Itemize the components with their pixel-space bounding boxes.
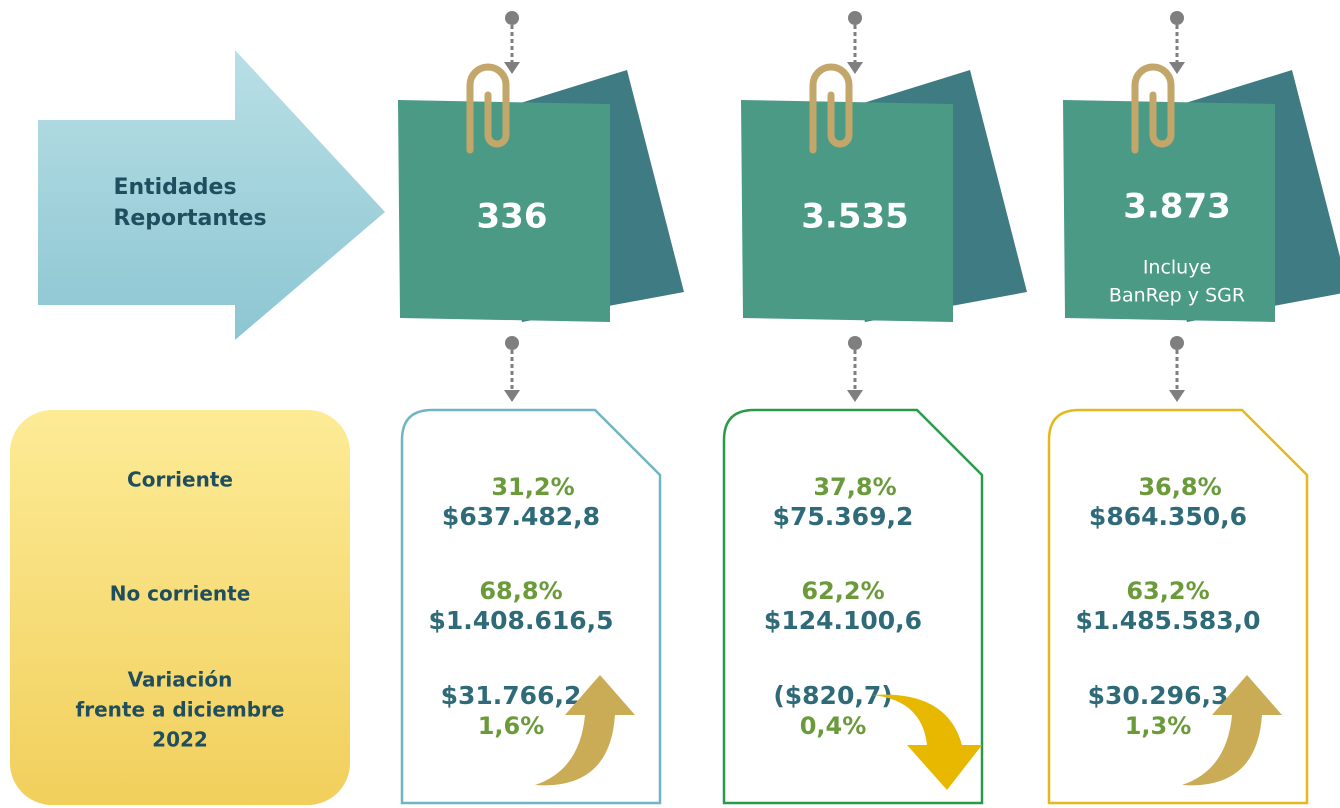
amount: $31.766,2 [441, 681, 582, 710]
connector-head [504, 390, 520, 402]
pct: 62,2% [801, 577, 884, 605]
connector-dot [1170, 336, 1184, 350]
big-arrow [38, 50, 385, 340]
paperclip [809, 63, 853, 154]
entity-count: 336 [477, 197, 548, 237]
amount: $124.100,6 [764, 606, 922, 635]
entities-label: Reportantes [113, 206, 266, 231]
connector-dot [848, 336, 862, 350]
trend-arrow [872, 694, 982, 790]
amount: $1.485.583,0 [1075, 606, 1260, 635]
pct: 0,4% [800, 712, 867, 740]
amount: $637.482,8 [442, 502, 600, 531]
connector-head [1169, 390, 1185, 402]
connector-head [504, 62, 520, 74]
pct: 31,2% [491, 473, 574, 501]
amount: $75.369,2 [773, 502, 914, 531]
row-label: frente a diciembre [76, 698, 285, 722]
entity-count: 3.535 [801, 197, 909, 237]
connector-dot [505, 336, 519, 350]
pct: 1,6% [478, 712, 545, 740]
note-front [741, 100, 953, 322]
row-label: Variación [128, 668, 233, 692]
row-label: No corriente [110, 582, 251, 606]
pct: 37,8% [813, 473, 896, 501]
connector-head [847, 390, 863, 402]
connector-dot [848, 11, 862, 25]
note-front [398, 100, 610, 322]
trend-arrow [1182, 675, 1282, 786]
pct: 63,2% [1126, 577, 1209, 605]
amount: $864.350,6 [1089, 502, 1247, 531]
label-box [10, 410, 350, 805]
row-label: Corriente [127, 468, 233, 492]
entities-label: Entidades [113, 175, 236, 200]
trend-arrow [535, 675, 635, 786]
connector-head [847, 62, 863, 74]
count-note: BanRep y SGR [1109, 285, 1245, 307]
entity-count: 3.873 [1123, 187, 1231, 227]
connector-head [1169, 62, 1185, 74]
amount: ($820,7) [773, 681, 892, 710]
paperclip [1131, 63, 1175, 154]
amount: $30.296,3 [1088, 681, 1229, 710]
pct: 36,8% [1138, 473, 1221, 501]
connector-dot [505, 11, 519, 25]
row-label: 2022 [152, 728, 208, 752]
paperclip [466, 63, 510, 154]
amount: $1.408.616,5 [428, 606, 613, 635]
count-note: Incluye [1143, 257, 1211, 279]
note-front [1063, 100, 1275, 322]
pct: 68,8% [479, 577, 562, 605]
connector-dot [1170, 11, 1184, 25]
pct: 1,3% [1125, 712, 1192, 740]
